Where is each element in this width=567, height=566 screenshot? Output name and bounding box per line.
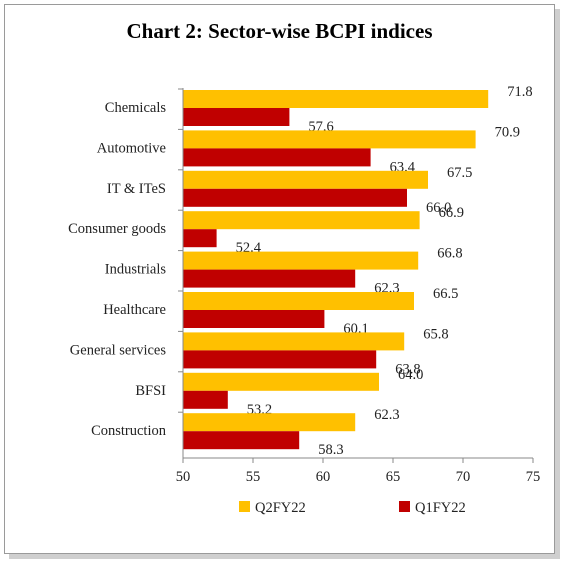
data-label: 70.9 <box>495 124 520 140</box>
data-label: 58.3 <box>318 442 343 458</box>
category-label: IT & ITeS <box>107 181 166 197</box>
x-tick-label: 50 <box>176 469 191 485</box>
bar-q2fy22 <box>183 170 428 189</box>
legend-swatch-q1fy22 <box>399 501 410 512</box>
bar-q2fy22 <box>183 211 420 230</box>
data-label: 65.8 <box>423 326 448 342</box>
bar-q2fy22 <box>183 413 356 432</box>
category-label: BFSI <box>135 383 166 399</box>
category-label: Automotive <box>97 140 166 156</box>
bar-q1fy22 <box>183 390 228 409</box>
legend-swatch-q2fy22 <box>239 501 250 512</box>
data-label: 62.3 <box>374 407 399 423</box>
bar-q1fy22 <box>183 188 407 207</box>
bar-q1fy22 <box>183 229 217 248</box>
data-label: 66.8 <box>437 246 462 262</box>
x-tick-label: 55 <box>246 469 261 485</box>
chart-title: Chart 2: Sector-wise BCPI indices <box>126 19 433 43</box>
x-tick-label: 65 <box>386 469 401 485</box>
data-label: 71.8 <box>507 84 532 100</box>
legend-label: Q2FY22 <box>255 500 306 516</box>
category-label: Chemicals <box>105 100 167 116</box>
bar-q2fy22 <box>183 251 419 270</box>
category-label: Healthcare <box>103 302 166 318</box>
data-label: 66.9 <box>439 205 464 221</box>
x-tick-label: 70 <box>456 469 471 485</box>
bar-q1fy22 <box>183 269 356 288</box>
bar-q1fy22 <box>183 108 290 126</box>
bar-q2fy22 <box>183 130 476 149</box>
data-label: 66.5 <box>433 286 458 302</box>
bar-q1fy22 <box>183 350 377 369</box>
data-label: 66.0 <box>426 200 451 216</box>
data-label: 63.8 <box>395 361 420 377</box>
category-label: Industrials <box>105 262 167 278</box>
category-label: General services <box>70 342 167 358</box>
category-label: Consumer goods <box>68 221 166 237</box>
legend-label: Q1FY22 <box>415 500 466 516</box>
bar-q2fy22 <box>183 292 414 310</box>
bar-q2fy22 <box>183 90 489 108</box>
bar-q2fy22 <box>183 372 379 391</box>
bar-q1fy22 <box>183 148 371 167</box>
x-tick-label: 75 <box>526 469 541 485</box>
bar-q1fy22 <box>183 431 300 450</box>
category-label: Construction <box>91 423 167 439</box>
x-tick-label: 60 <box>316 469 331 485</box>
data-label: 67.5 <box>447 165 472 181</box>
bar-q1fy22 <box>183 310 325 328</box>
bar-q2fy22 <box>183 332 405 351</box>
data-label: 64.0 <box>398 367 423 383</box>
